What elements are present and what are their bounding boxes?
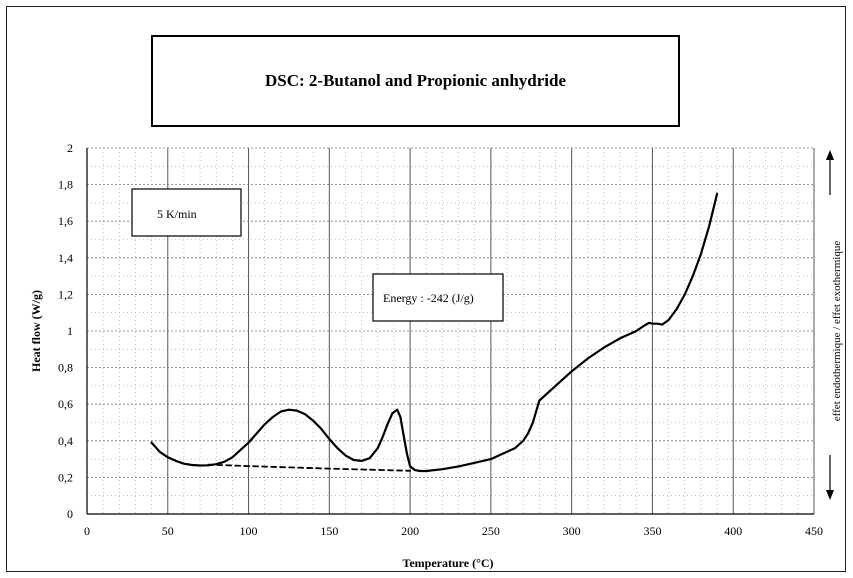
chart-title-box: DSC: 2-Butanol and Propionic anhydride: [151, 35, 680, 127]
y-tick-label: 2: [67, 141, 73, 155]
y-tick-label: 0,6: [58, 397, 73, 411]
x-tick-label: 300: [563, 524, 581, 538]
x-tick-label: 200: [401, 524, 419, 538]
x-tick-label: 400: [724, 524, 742, 538]
y-tick-label: 0,8: [58, 361, 73, 375]
series-layer: [150, 192, 719, 473]
exothermic-arrow-icon: [826, 150, 834, 195]
endothermic-arrow-icon: [826, 455, 834, 500]
chart-frame: [6, 6, 846, 572]
y-tick-label: 0: [67, 507, 73, 521]
x-tick-label: 350: [643, 524, 661, 538]
rate-annotation-box: [131, 188, 242, 237]
heat-flow-line: [150, 192, 719, 473]
x-tick-label: 450: [805, 524, 823, 538]
x-tick-label: 150: [320, 524, 338, 538]
y-tick-label: 1,2: [58, 287, 73, 301]
y-tick-label: 1,8: [58, 178, 73, 192]
y-tick-label: 1,6: [58, 214, 73, 228]
rate-annotation: 5 K/min: [157, 207, 197, 221]
y-tick-label: 1: [67, 324, 73, 338]
x-tick-label: 250: [482, 524, 500, 538]
x-axis-title: Temperature (°C): [402, 556, 493, 570]
chart-title: DSC: 2-Butanol and Propionic anhydride: [264, 71, 567, 90]
energy-annotation: Energy : -242 (J/g): [383, 291, 474, 305]
x-tick-label: 100: [240, 524, 258, 538]
x-tick-label: 50: [162, 524, 174, 538]
y-tick-label: 0,2: [58, 470, 73, 484]
y-axis-title: Heat flow (W/g): [29, 290, 43, 372]
energy-annotation-box: [372, 273, 504, 322]
y-tick-label: 0,4: [58, 434, 73, 448]
x-tick-label: 0: [84, 524, 90, 538]
side-effect-label: effet endothermique / effet exothermique: [831, 241, 843, 422]
ticks: 0 50 100 150 200 250 300 350 400 450 0 0,2 0,4 0,6 0,8…: [58, 141, 823, 538]
baseline-dashed-line: [207, 463, 411, 472]
y-tick-label: 1,4: [58, 251, 73, 265]
